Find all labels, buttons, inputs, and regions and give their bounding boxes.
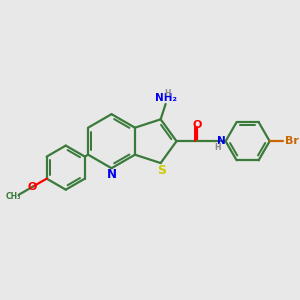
Text: H: H [164,89,170,98]
Text: O: O [28,182,38,192]
Text: N: N [106,168,116,181]
Text: H: H [214,143,221,152]
Text: O: O [192,120,202,130]
Text: CH₃: CH₃ [6,192,21,201]
Text: S: S [157,164,166,177]
Text: NH₂: NH₂ [155,93,177,103]
Text: N: N [217,136,226,146]
Text: Br: Br [285,136,298,146]
